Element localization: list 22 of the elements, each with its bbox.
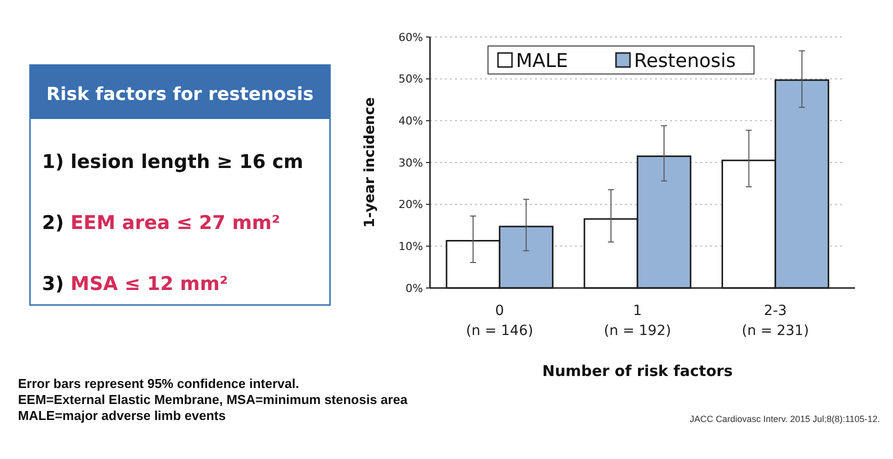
text: 3) MSA ≤ 12 mm² [42,273,228,295]
y-tick-label: 30% [398,156,423,170]
y-axis-title: 1-year incidence [362,97,378,228]
text: MALE=major adverse limb events [18,408,226,423]
y-tick-label: 40% [398,114,423,128]
text: Risk factors for restenosis [46,84,314,105]
y-tick-label: 20% [398,198,423,212]
x-tick-label: 2-3 (n = 231) [742,303,809,339]
text: Error bars represent 95% confidence interval. [18,376,300,391]
x-tick-label: 1 (n = 192) [604,303,672,339]
legend-label: Restenosis [634,50,736,72]
text: 1) lesion length ≥ 16 cm [42,151,304,173]
text: JACC Cardiovasc Interv. 2015 Jul;8(8):1105-12. [690,414,880,424]
text: EEM=External Elastic Membrane, MSA=minimum stenosis area [18,392,408,407]
y-tick-label: 0% [406,282,423,295]
text: 2) EEM area ≤ 27 mm² [42,212,280,234]
x-tick-label: 0 (n = 146) [466,303,534,339]
y-tick-label: 60% [398,30,423,44]
y-tick-label: 50% [398,72,423,86]
legend-label: MALE [516,50,568,72]
x-axis-title: Number of risk factors [542,362,733,380]
y-tick-label: 10% [398,240,423,254]
